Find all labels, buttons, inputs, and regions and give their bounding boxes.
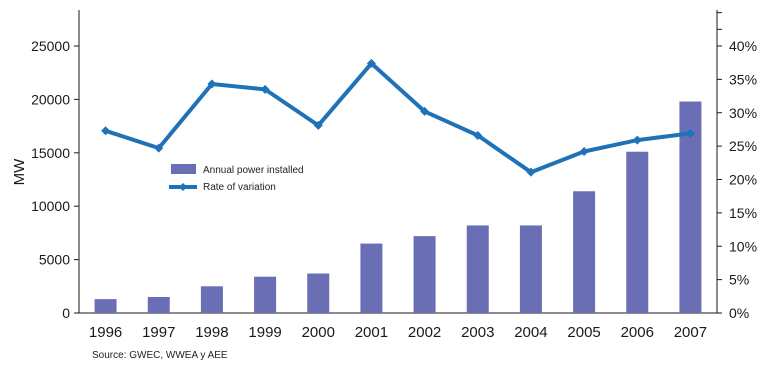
rate-point-2002 [420, 106, 430, 116]
bar-1999 [254, 276, 277, 313]
y-tick-label: 5000 [39, 252, 70, 268]
y-tick-label: 20000 [31, 91, 70, 107]
x-tick-label: 2003 [461, 324, 494, 341]
rate-point-2004 [526, 167, 536, 177]
y2-tick-label: 0% [729, 305, 749, 321]
right-axis-ticks: 0% 5% 10% 15% 20% 25% 30% 35% 40% [717, 12, 757, 321]
bar-2002 [413, 236, 436, 313]
y2-tick-label: 15% [729, 205, 757, 221]
y-tick-label: 0 [62, 305, 70, 321]
legend-bar-swatch [171, 164, 196, 174]
y-axis-label: MW [11, 158, 28, 185]
x-tick-label: 2000 [302, 324, 335, 341]
x-tick-label: 2007 [674, 324, 707, 341]
rate-point-1998 [207, 79, 217, 89]
legend-bar-label: Annual power installed [203, 165, 304, 176]
bar-2007 [679, 101, 702, 313]
x-tick-label: 2004 [514, 324, 547, 341]
bar-2003 [466, 225, 489, 313]
x-tick-label: 2005 [567, 324, 600, 341]
rate-point-2003 [473, 130, 483, 140]
bar-2006 [626, 151, 649, 313]
y-tick-label: 10000 [31, 198, 70, 214]
y2-tick-label: 25% [729, 138, 757, 154]
rate-point-1997 [154, 143, 164, 153]
bar-1997 [147, 296, 170, 313]
rate-point-2005 [579, 146, 589, 156]
line-series [101, 58, 695, 177]
x-tick-label: 2001 [355, 324, 388, 341]
rate-point-2006 [632, 135, 642, 145]
bar-1996 [94, 299, 117, 313]
y2-tick-label: 35% [729, 71, 757, 87]
legend-line-label: Rate of variation [203, 182, 276, 193]
x-tick-label: 1998 [195, 324, 228, 341]
source-note: Source: GWEC, WWEA y AEE [92, 350, 228, 361]
rate-point-2007 [685, 128, 695, 138]
rate-line [104, 61, 691, 175]
y2-tick-label: 40% [729, 38, 757, 54]
rate-point-1996 [101, 126, 111, 136]
legend: Annual power installed Rate of variation [169, 164, 304, 193]
legend-line-marker [179, 183, 187, 191]
rate-point-2000 [313, 120, 323, 130]
bar-2000 [307, 273, 330, 313]
x-axis-ticks: 1996 1997 1998 1999 2000 2001 2002 2003 2004 2005… [89, 324, 707, 341]
y2-tick-label: 10% [729, 238, 757, 254]
y-tick-label: 15000 [31, 145, 70, 161]
left-axis-ticks: 0 5000 10000 15000 20000 25000 [31, 38, 79, 321]
y-tick-label: 25000 [31, 38, 70, 54]
x-tick-label: 1999 [248, 324, 281, 341]
x-tick-label: 2002 [408, 324, 441, 341]
y2-tick-label: 5% [729, 272, 749, 288]
y2-tick-label: 20% [729, 172, 757, 188]
y2-tick-label: 30% [729, 105, 757, 121]
bar-2004 [519, 225, 542, 313]
x-tick-label: 1996 [89, 324, 122, 341]
x-tick-label: 2006 [621, 324, 654, 341]
bar-1998 [200, 286, 223, 313]
x-tick-label: 1997 [142, 324, 175, 341]
bar-2005 [573, 191, 596, 313]
bar-series [94, 101, 702, 313]
bar-2001 [360, 243, 383, 313]
rate-point-1999 [260, 84, 270, 94]
rate-point-2001 [366, 58, 376, 68]
